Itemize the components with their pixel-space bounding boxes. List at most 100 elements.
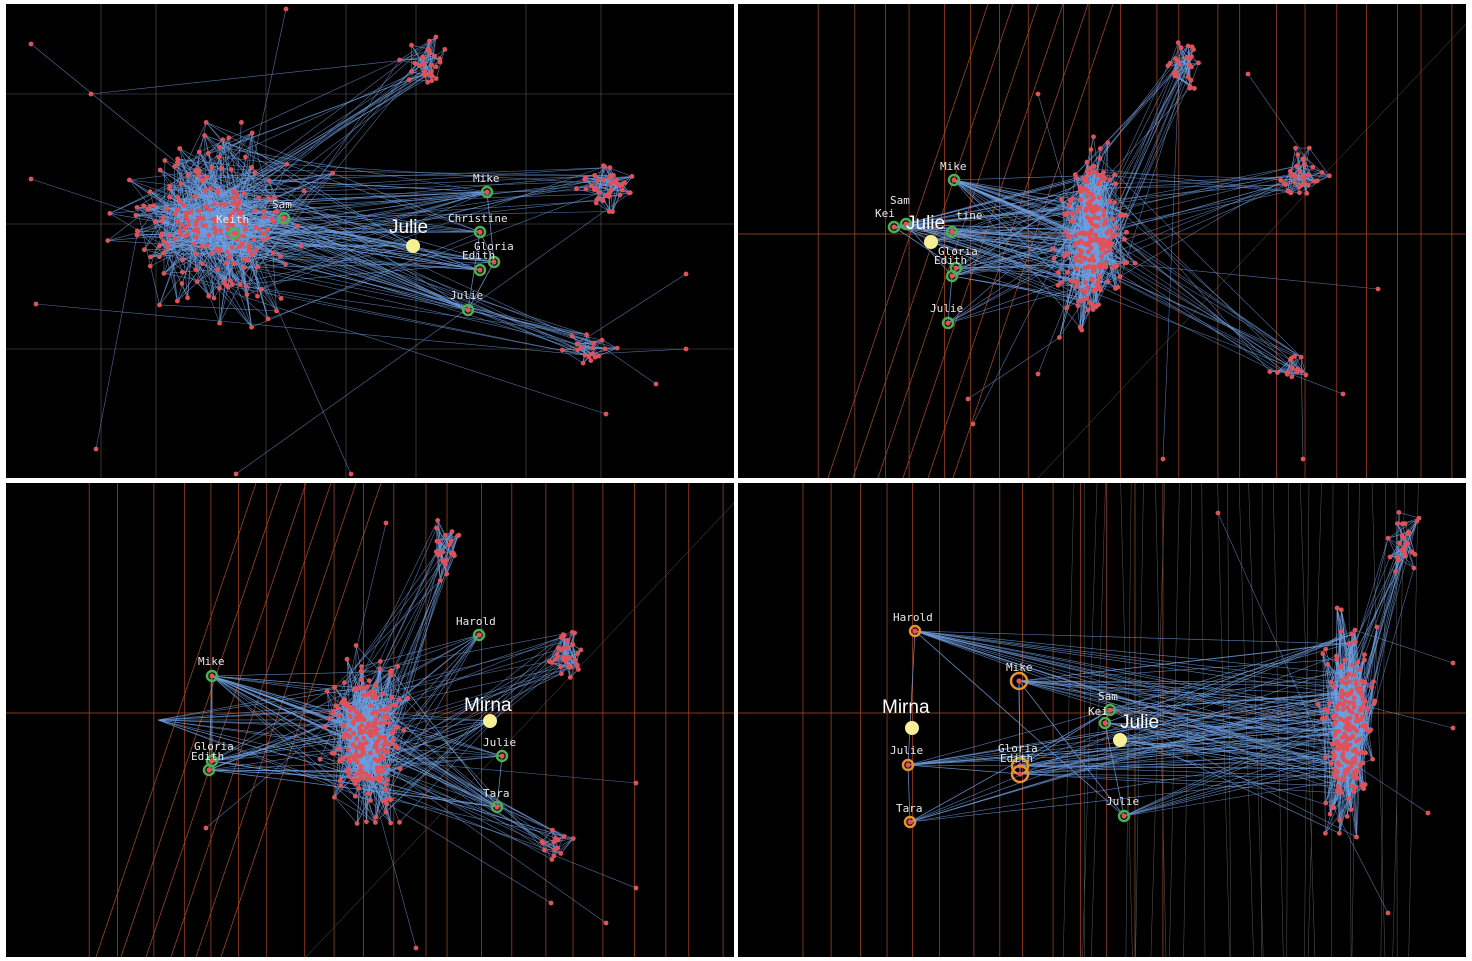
node-sam-ring[interactable] [277, 211, 291, 225]
node-harold-ring[interactable] [472, 628, 486, 642]
edge [1405, 544, 1415, 569]
node-edith[interactable] [477, 267, 483, 273]
node-julie[interactable] [465, 307, 471, 313]
network-node [107, 211, 113, 216]
network-node [236, 209, 242, 215]
node-edith[interactable] [206, 767, 212, 773]
network-node [1064, 305, 1070, 311]
network-node [33, 301, 39, 307]
network-node [1337, 716, 1343, 722]
node-mike[interactable] [484, 189, 490, 195]
node-christine-ring[interactable] [945, 225, 959, 239]
network-view-top-right[interactable]: Mike Sam Kei tine Gloria Edith Julie Julie [738, 4, 1466, 478]
node-keith-ring[interactable] [227, 226, 241, 240]
node-label-julie: Julie [930, 302, 963, 315]
network-node [1348, 760, 1354, 766]
network-canvas[interactable]: KeithSamMikeChristineGloriaEdithJulieJul… [6, 4, 734, 478]
network-node [395, 745, 401, 751]
node-edith[interactable] [949, 273, 955, 279]
node-mike-ring[interactable] [947, 173, 961, 187]
network-node [1334, 657, 1339, 662]
network-node [255, 264, 261, 270]
node-mike[interactable] [951, 177, 957, 183]
network-view-top-left[interactable]: Keith Sam Mike Christine Gloria Edith Julie Jul… [6, 4, 734, 478]
network-node [260, 237, 266, 243]
node-julie-ring[interactable] [461, 303, 475, 317]
network-node [178, 232, 184, 238]
focus-node-julie_big[interactable] [924, 235, 938, 249]
node-sam[interactable] [903, 221, 909, 227]
node-tara-ring[interactable] [490, 800, 504, 814]
node-label-sam: Sam [890, 194, 910, 207]
network-node [1074, 209, 1080, 215]
node-christine-ring[interactable] [473, 225, 487, 239]
node-sam[interactable] [281, 215, 287, 221]
node-edith-ring[interactable] [945, 269, 959, 283]
highlighted-nodes[interactable] [202, 628, 509, 814]
network-node [567, 675, 573, 680]
node-mike-ring[interactable] [480, 185, 494, 199]
edge [376, 632, 575, 699]
network-view-bottom-right[interactable]: Harold Mike Julie Gloria Edith Tara Sam Kei Juli… [738, 483, 1466, 957]
network-node [152, 219, 158, 225]
edge [1177, 42, 1187, 58]
network-view-bottom-left[interactable]: Mike Harold Gloria Edith Julie Tara Mirna [6, 483, 734, 957]
node-mike[interactable] [209, 673, 215, 679]
node-edith-ring[interactable] [202, 763, 216, 777]
network-node [342, 697, 348, 702]
focus-node-mirna_big[interactable] [483, 714, 497, 728]
node-keith[interactable] [231, 230, 237, 236]
network-node [558, 851, 564, 856]
network-node [266, 196, 272, 201]
network-node [246, 247, 252, 252]
edge [1299, 175, 1330, 193]
network-node [147, 189, 153, 195]
edge [907, 704, 1364, 766]
node-julie[interactable] [499, 753, 505, 759]
network-node [388, 673, 394, 678]
edge [1018, 680, 1350, 739]
node-gloria[interactable] [209, 758, 215, 764]
network-node [229, 282, 235, 287]
edge [1123, 763, 1351, 817]
network-node [1112, 200, 1117, 205]
node-julie-ring[interactable] [941, 316, 955, 330]
network-node [622, 180, 627, 186]
node-keith-ring[interactable] [887, 220, 901, 234]
node-harold[interactable] [476, 632, 482, 638]
node-christine[interactable] [477, 229, 483, 235]
network-node [347, 727, 353, 732]
node-gloria[interactable] [491, 259, 497, 265]
node-sam-ring[interactable] [899, 217, 913, 231]
network-node [1093, 223, 1099, 229]
network-node [558, 664, 563, 670]
network-node [1078, 184, 1084, 190]
network-node [549, 857, 555, 862]
node-edith-ring[interactable] [473, 263, 487, 277]
node-gloria[interactable] [953, 265, 959, 271]
edge [1341, 549, 1403, 666]
node-tara[interactable] [494, 804, 500, 810]
edge [1123, 748, 1356, 817]
network-node [1310, 164, 1316, 170]
node-keith[interactable] [891, 224, 897, 230]
network-node [427, 50, 433, 56]
edge [107, 240, 249, 250]
focus-node-julie_big[interactable] [406, 239, 420, 253]
network-node [272, 195, 277, 201]
network-node [250, 252, 255, 257]
node-mike-ring[interactable] [205, 669, 219, 683]
network-node [350, 742, 356, 747]
node-christine[interactable] [949, 229, 955, 235]
node-julie-ring[interactable] [495, 749, 509, 763]
node-gloria-ring[interactable] [487, 255, 501, 269]
highlighted-nodes[interactable] [227, 185, 501, 317]
nodes [203, 518, 639, 951]
edge [174, 71, 432, 167]
highlighted-nodes[interactable] [887, 173, 963, 330]
edge [907, 764, 911, 823]
node-julie[interactable] [945, 320, 951, 326]
